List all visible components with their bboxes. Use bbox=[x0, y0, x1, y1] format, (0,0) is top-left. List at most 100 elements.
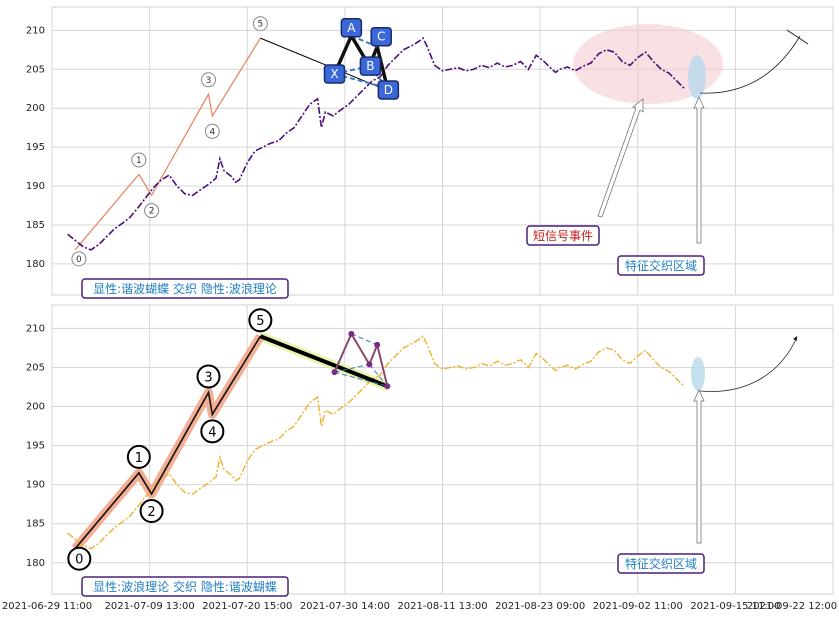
butterfly-ratio-line bbox=[334, 65, 370, 75]
y-tick-label: 190 bbox=[26, 480, 45, 491]
xabcd-label: C bbox=[377, 30, 385, 44]
x-ticks: 2021-06-29 11:00 2021-07-09 13:00 2021-07-… bbox=[2, 601, 837, 612]
wave-label-circle bbox=[252, 16, 268, 32]
wave-label: 5 bbox=[258, 20, 264, 30]
wave-label-circle bbox=[248, 308, 273, 333]
y-tick-label: 180 bbox=[26, 558, 45, 569]
x-tick-label: 2021-08-11 13:00 bbox=[397, 601, 487, 612]
butterfly-leg bbox=[333, 333, 353, 373]
y-tick-label: 180 bbox=[26, 259, 45, 270]
bottom-caption: 显性:波浪理论 交织 隐性:谐波蝴蝶 bbox=[93, 579, 277, 594]
bottom-forecast-arrow bbox=[699, 336, 798, 392]
xabcd-box bbox=[340, 18, 363, 38]
bottom-zone-arrow bbox=[693, 389, 705, 544]
bottom-butterfly-pattern bbox=[331, 330, 391, 390]
butterfly-leg bbox=[376, 344, 389, 387]
top-zone-label: 特征交织区域 bbox=[625, 258, 697, 273]
short-signal-label: 短信号事件 bbox=[533, 229, 593, 243]
bottom-zone-label: 特征交织区域 bbox=[625, 556, 697, 571]
y-tick-label: 190 bbox=[26, 181, 45, 192]
x-tick-label: 2021-09-22 12:00 bbox=[747, 601, 837, 612]
top-wave-line bbox=[74, 37, 261, 251]
wave-label-circle bbox=[67, 546, 92, 571]
y-tick-label: 200 bbox=[26, 103, 45, 114]
wave-label: 4 bbox=[208, 425, 216, 440]
bottom-forecast-arrowhead bbox=[793, 336, 797, 341]
xabcd-label: A bbox=[347, 21, 356, 35]
wave-label-circle bbox=[196, 364, 221, 389]
wave-label-circle bbox=[71, 251, 87, 267]
xabcd-label: D bbox=[384, 83, 393, 97]
wave-label-circle bbox=[139, 499, 164, 524]
wave-label-circle bbox=[200, 419, 225, 444]
butterfly-point bbox=[374, 341, 381, 348]
wave-label: 5 bbox=[256, 314, 264, 329]
wave-label: 0 bbox=[75, 553, 83, 568]
wave-label: 3 bbox=[206, 76, 212, 86]
x-tick-label: 2021-09-15 11:00 bbox=[690, 601, 780, 612]
top-forecast-arrow bbox=[699, 35, 801, 94]
wave-label: 3 bbox=[204, 370, 212, 385]
wave-label-circle bbox=[126, 444, 151, 469]
bottom-wave5-projection bbox=[259, 334, 389, 389]
butterfly-ratio-line bbox=[334, 371, 388, 387]
y-tick-label: 185 bbox=[26, 220, 45, 231]
x-tick-label: 2021-07-30 14:00 bbox=[300, 601, 390, 612]
top-zone-box bbox=[617, 255, 705, 276]
short-signal-box bbox=[526, 225, 600, 246]
butterfly-point bbox=[348, 330, 355, 337]
y-tick-label: 205 bbox=[26, 362, 45, 373]
bottom-d-highlight bbox=[691, 357, 705, 391]
x-tick-label: 2021-08-23 09:00 bbox=[495, 601, 585, 612]
top-forecast-arrowhead bbox=[786, 29, 809, 45]
wave-label: 1 bbox=[136, 156, 142, 166]
butterfly-ratio-line bbox=[351, 333, 378, 346]
top-xabcd-labels: X A B C D bbox=[323, 18, 400, 100]
xabcd-box bbox=[359, 56, 382, 76]
wave-label: 1 bbox=[135, 451, 143, 466]
wave-label-circle bbox=[131, 152, 147, 168]
xabcd-box bbox=[370, 26, 392, 47]
top-wave-labels: 0 1 2 3 4 5 bbox=[71, 16, 268, 267]
top-y-ticks: 180 185 190 195 200 205 210 bbox=[26, 25, 45, 270]
y-tick-label: 200 bbox=[26, 402, 45, 413]
top-caption-box bbox=[81, 278, 289, 299]
wave-label-circle bbox=[144, 203, 160, 219]
x-tick-label: 2021-07-09 13:00 bbox=[105, 601, 195, 612]
butterfly-ratio-line bbox=[369, 364, 388, 387]
xabcd-box bbox=[323, 64, 346, 84]
butterfly-ratio-line bbox=[334, 363, 370, 373]
y-tick-label: 185 bbox=[26, 519, 45, 530]
butterfly-leg bbox=[350, 333, 371, 365]
bottom-y-ticks: 180 185 190 195 200 205 210 bbox=[26, 323, 45, 568]
butterfly-point bbox=[331, 369, 338, 376]
y-tick-label: 210 bbox=[26, 323, 45, 334]
x-tick-label: 2021-06-29 11:00 bbox=[2, 601, 92, 612]
y-tick-label: 210 bbox=[26, 25, 45, 36]
y-tick-label: 205 bbox=[26, 64, 45, 75]
bottom-wave-labels: 0 1 2 3 4 5 bbox=[67, 308, 273, 571]
y-tick-label: 195 bbox=[26, 441, 45, 452]
xabcd-label: X bbox=[330, 67, 338, 81]
wave-label: 2 bbox=[149, 207, 155, 217]
top-zone-arrow bbox=[693, 96, 705, 244]
butterfly-point bbox=[384, 383, 391, 390]
wave-label: 0 bbox=[76, 255, 82, 265]
top-wave5-projection bbox=[260, 37, 382, 89]
wave-label-circle bbox=[204, 123, 220, 139]
butterfly-leg bbox=[368, 344, 379, 365]
butterfly-point bbox=[366, 361, 373, 368]
bottom-wave-line bbox=[74, 335, 262, 550]
top-panel-content: 0 1 2 3 4 5 X A B C D 短信号事件 特征交织区域 显性:谐波蝴蝶 交织 隐性:… bbox=[67, 16, 809, 299]
wave-label-circle bbox=[201, 72, 217, 88]
wave-label: 4 bbox=[209, 127, 215, 137]
bottom-panel-content: 0 1 2 3 4 5 特征交织区域 显性:波浪理论 交织 隐性:谐波蝴蝶 bbox=[67, 308, 798, 597]
bottom-price-series bbox=[67, 335, 686, 550]
top-d-highlight bbox=[688, 55, 706, 99]
butterfly-ratio-line bbox=[350, 34, 378, 48]
x-tick-label: 2021-07-20 15:00 bbox=[202, 601, 292, 612]
short-signal-arrow bbox=[597, 98, 644, 218]
top-pattern-highlight bbox=[573, 24, 723, 104]
bottom-caption-box bbox=[81, 576, 289, 597]
